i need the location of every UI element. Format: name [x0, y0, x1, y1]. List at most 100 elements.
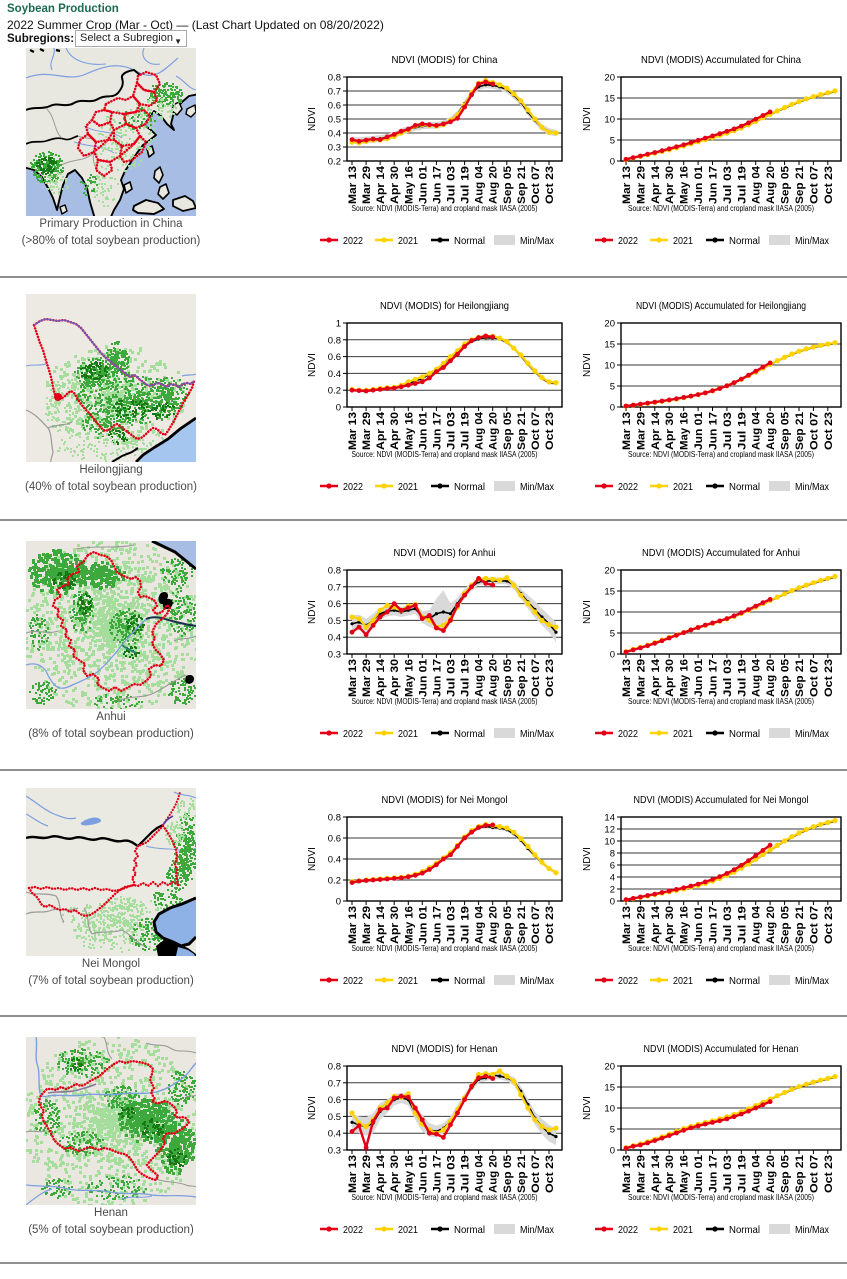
- svg-text:Jul 03: Jul 03: [722, 906, 734, 944]
- svg-text:Normal: Normal: [454, 1224, 485, 1236]
- svg-text:0.4: 0.4: [328, 129, 341, 140]
- svg-text:Normal: Normal: [729, 728, 760, 740]
- svg-text:Mar 29: Mar 29: [361, 166, 373, 204]
- svg-text:NDVI: NDVI: [582, 1096, 593, 1120]
- svg-text:2021: 2021: [673, 481, 693, 493]
- svg-text:2021: 2021: [398, 975, 418, 987]
- svg-text:NDVI (MODIS) Accumulated for C: NDVI (MODIS) Accumulated for China: [641, 54, 801, 66]
- svg-text:15: 15: [604, 587, 615, 598]
- svg-text:2021: 2021: [398, 481, 418, 493]
- svg-text:2022: 2022: [618, 235, 638, 247]
- svg-text:Apr 14: Apr 14: [375, 165, 387, 204]
- svg-text:Jun 17: Jun 17: [431, 166, 443, 204]
- svg-text:Jul 03: Jul 03: [446, 659, 458, 697]
- svg-text:0.5: 0.5: [328, 1112, 341, 1123]
- svg-text:Oct 07: Oct 07: [530, 1155, 542, 1193]
- svg-text:0.2: 0.2: [328, 386, 341, 397]
- svg-text:May 16: May 16: [679, 659, 691, 697]
- svg-text:6: 6: [610, 861, 615, 872]
- svg-text:Min/Max: Min/Max: [795, 481, 830, 493]
- svg-text:2022: 2022: [343, 975, 363, 987]
- svg-text:10: 10: [604, 608, 615, 619]
- svg-text:Mar 13: Mar 13: [347, 659, 359, 697]
- svg-text:0: 0: [610, 1146, 615, 1157]
- svg-text:Sep 05: Sep 05: [780, 1155, 792, 1193]
- svg-text:Min/Max: Min/Max: [520, 235, 555, 247]
- svg-text:Min/Max: Min/Max: [520, 728, 555, 740]
- svg-text:Apr 14: Apr 14: [650, 658, 662, 697]
- svg-text:Apr 30: Apr 30: [664, 1155, 676, 1193]
- svg-text:0.6: 0.6: [328, 352, 341, 363]
- svg-text:NDVI (MODIS) for China: NDVI (MODIS) for China: [392, 54, 498, 66]
- svg-text:0.2: 0.2: [328, 876, 341, 887]
- svg-text:Mar 13: Mar 13: [347, 166, 359, 204]
- svg-text:Jun 01: Jun 01: [693, 906, 705, 944]
- svg-text:Aug 20: Aug 20: [765, 659, 777, 697]
- svg-text:0.8: 0.8: [328, 335, 341, 346]
- svg-text:0: 0: [610, 897, 615, 908]
- svg-text:Mar 13: Mar 13: [621, 166, 633, 204]
- svg-text:2021: 2021: [673, 975, 693, 987]
- svg-text:Mar 29: Mar 29: [635, 412, 647, 450]
- svg-text:Sep 21: Sep 21: [516, 906, 528, 944]
- svg-text:Jun 17: Jun 17: [708, 166, 720, 204]
- svg-text:0.4: 0.4: [328, 633, 341, 644]
- svg-text:Apr 14: Apr 14: [375, 658, 387, 697]
- svg-text:Jul 19: Jul 19: [460, 906, 472, 944]
- svg-text:Apr 30: Apr 30: [664, 906, 676, 944]
- svg-text:Apr 30: Apr 30: [664, 166, 676, 204]
- svg-text:Mar 13: Mar 13: [347, 1155, 359, 1193]
- svg-text:Apr 30: Apr 30: [389, 659, 401, 697]
- svg-text:15: 15: [604, 94, 615, 105]
- svg-text:Aug 20: Aug 20: [488, 166, 500, 204]
- svg-text:NDVI (MODIS) for Nei Mongol: NDVI (MODIS) for Nei Mongol: [382, 794, 508, 806]
- svg-text:NDVI: NDVI: [307, 1096, 318, 1120]
- svg-text:Oct 23: Oct 23: [823, 659, 835, 697]
- svg-text:Jul 03: Jul 03: [446, 1155, 458, 1193]
- svg-text:Oct 07: Oct 07: [530, 659, 542, 697]
- svg-text:Aug 20: Aug 20: [488, 659, 500, 697]
- svg-text:NDVI (MODIS) for Heilongjiang: NDVI (MODIS) for Heilongjiang: [380, 300, 509, 312]
- svg-text:Apr 30: Apr 30: [664, 659, 676, 697]
- svg-text:Aug 20: Aug 20: [765, 906, 777, 944]
- svg-text:0.4: 0.4: [328, 1129, 341, 1140]
- svg-text:NDVI: NDVI: [582, 847, 593, 871]
- svg-text:Jul 03: Jul 03: [722, 412, 734, 450]
- svg-text:May 16: May 16: [403, 1155, 415, 1193]
- svg-text:NDVI: NDVI: [307, 353, 318, 377]
- svg-text:Aug 20: Aug 20: [488, 906, 500, 944]
- svg-text:NDVI (MODIS) Accumulated for H: NDVI (MODIS) Accumulated for Heilongjian…: [636, 300, 806, 312]
- svg-text:Normal: Normal: [729, 481, 760, 493]
- svg-text:Sep 21: Sep 21: [516, 412, 528, 450]
- svg-text:2021: 2021: [398, 235, 418, 247]
- svg-text:May 16: May 16: [403, 412, 415, 450]
- svg-text:8: 8: [610, 849, 615, 860]
- svg-text:2021: 2021: [673, 728, 693, 740]
- svg-text:5: 5: [610, 136, 615, 147]
- svg-text:Sep 21: Sep 21: [794, 906, 806, 944]
- svg-text:Sep 21: Sep 21: [516, 166, 528, 204]
- svg-text:0.7: 0.7: [328, 582, 341, 593]
- svg-text:May 16: May 16: [403, 166, 415, 204]
- svg-text:Mar 29: Mar 29: [635, 659, 647, 697]
- svg-text:Min/Max: Min/Max: [520, 975, 555, 987]
- svg-text:Source: NDVI (MODIS-Terra) and: Source: NDVI (MODIS-Terra) and cropland …: [628, 1193, 814, 1202]
- svg-text:Oct 07: Oct 07: [808, 166, 820, 204]
- svg-text:0: 0: [610, 650, 615, 661]
- svg-text:Normal: Normal: [454, 481, 485, 493]
- svg-text:Oct 07: Oct 07: [808, 412, 820, 450]
- svg-text:Aug 20: Aug 20: [765, 1155, 777, 1193]
- svg-text:NDVI (MODIS) Accumulated for N: NDVI (MODIS) Accumulated for Nei Mongol: [634, 794, 809, 806]
- svg-text:Min/Max: Min/Max: [795, 728, 830, 740]
- svg-text:0.2: 0.2: [328, 157, 341, 168]
- svg-text:Jul 19: Jul 19: [460, 1155, 472, 1193]
- svg-text:Sep 05: Sep 05: [780, 412, 792, 450]
- svg-text:Jun 17: Jun 17: [431, 412, 443, 450]
- svg-text:0.7: 0.7: [328, 1078, 341, 1089]
- svg-text:Aug 04: Aug 04: [474, 905, 486, 944]
- svg-text:Jun 01: Jun 01: [693, 412, 705, 450]
- svg-text:Source: NDVI (MODIS-Terra) and: Source: NDVI (MODIS-Terra) and cropland …: [352, 697, 538, 706]
- svg-text:Oct 23: Oct 23: [544, 1155, 556, 1193]
- svg-text:Jul 19: Jul 19: [460, 659, 472, 697]
- svg-text:0: 0: [336, 897, 341, 908]
